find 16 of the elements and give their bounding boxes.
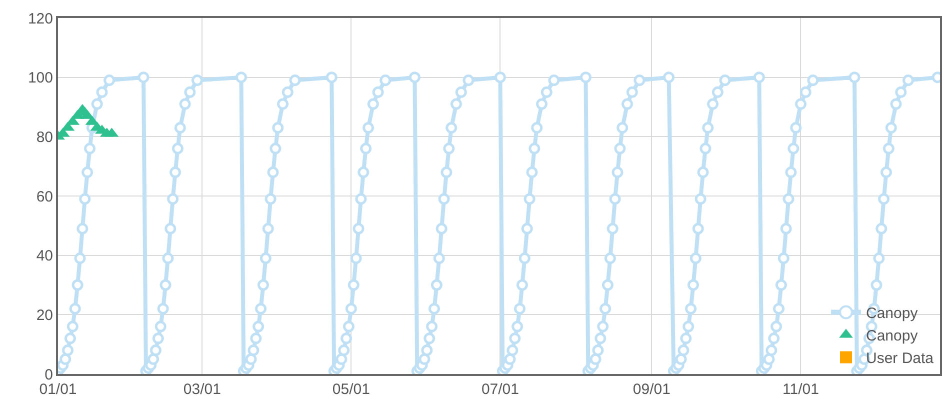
- y-tick-label: 100: [28, 70, 53, 87]
- legend-label: Canopy: [866, 305, 918, 322]
- x-tick-label: 03/01: [183, 381, 221, 398]
- legend-label: User Data: [866, 350, 934, 368]
- legend-label: Canopy: [866, 328, 918, 345]
- x-tick-label: 01/01: [39, 381, 77, 398]
- x-tick-label: 09/01: [632, 381, 670, 398]
- y-tick-label: 40: [36, 248, 53, 265]
- x-tick-label: 11/01: [782, 381, 819, 398]
- y-tick-label: 60: [36, 188, 53, 206]
- x-tick-label: 05/01: [332, 381, 370, 398]
- y-tick-label: 20: [36, 306, 53, 324]
- x-tick-label: 07/01: [481, 381, 519, 398]
- y-tick-label: 80: [36, 128, 53, 146]
- y-tick-label: 0: [44, 366, 53, 384]
- y-tick-label: 120: [28, 10, 53, 28]
